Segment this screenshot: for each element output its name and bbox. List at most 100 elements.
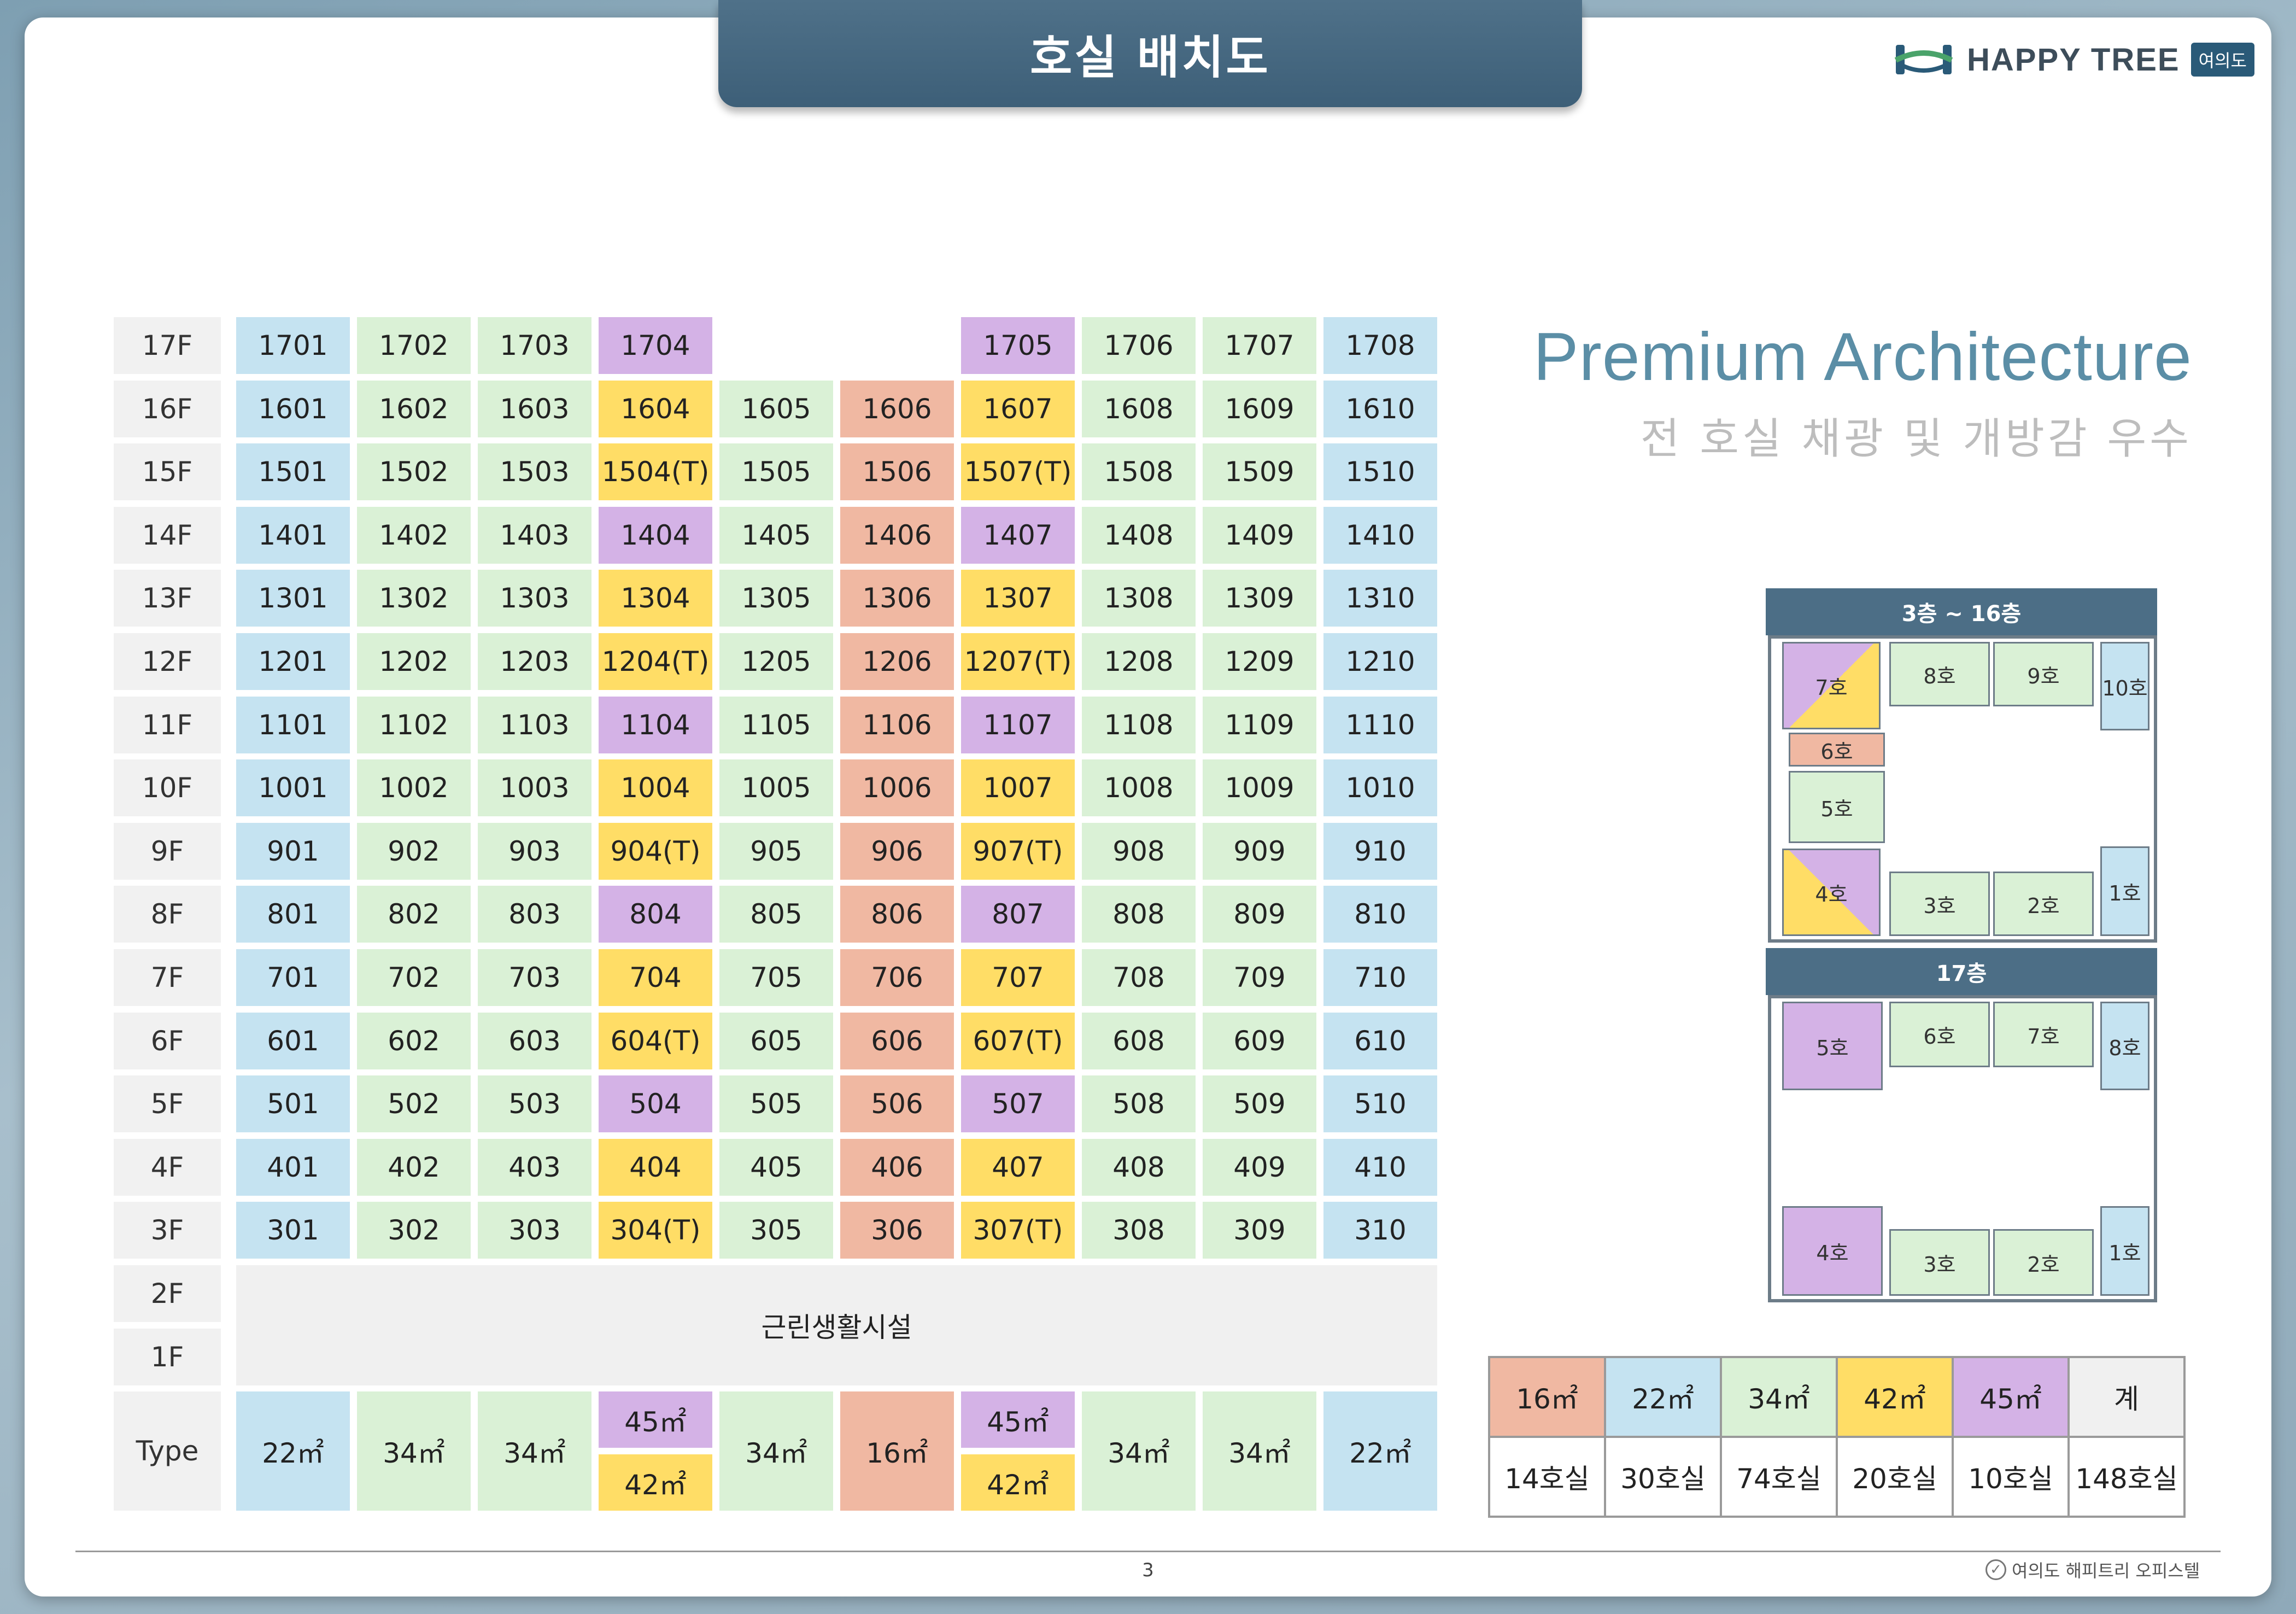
floor-label: 11F [114, 696, 221, 753]
room-cell: 607(T) [961, 1012, 1075, 1069]
room-cell: 1205 [719, 633, 833, 690]
room-cell: 1707 [1203, 317, 1316, 374]
room-cell: 1610 [1323, 380, 1437, 437]
type-cell: 22㎡ [236, 1391, 350, 1511]
happy-tree-logo-icon [1894, 45, 1953, 74]
room-cell: 1307 [961, 570, 1075, 627]
room-cell: 303 [478, 1202, 591, 1259]
type-cell: 34㎡ [1203, 1391, 1316, 1511]
room-cell: 410 [1323, 1138, 1437, 1196]
room-cell: 1208 [1082, 633, 1196, 690]
room-cell: 1705 [961, 317, 1075, 374]
room-cell: 1608 [1082, 380, 1196, 437]
room-cell: 1702 [357, 317, 471, 374]
summary-value: 10호실 [1952, 1436, 2070, 1518]
brand-name: HAPPY TREE [1967, 42, 2180, 78]
floor-plan-3-16-title: 3층 ~ 16층 [1766, 588, 2157, 635]
room-cell: 1303 [478, 570, 591, 627]
room-cell: 1106 [840, 696, 954, 753]
plan-a-room-1: 1호 [2100, 846, 2149, 936]
room-cell: 801 [236, 886, 350, 943]
room-cell: 1008 [1082, 759, 1196, 817]
room-cell: 1409 [1203, 506, 1316, 564]
room-cell: 806 [840, 886, 954, 943]
area-summary-table: 16㎡ 22㎡ 34㎡ 42㎡ 45㎡ 계 14호실 30호실 74호실 20호실 10호실 148… [1488, 1356, 2186, 1518]
premium-subheading: 전 호실 채광 및 개방감 우수 [1640, 414, 2192, 464]
room-cell: 1609 [1203, 380, 1316, 437]
type-cell: 42㎡ [599, 1454, 712, 1511]
room-cell: 1406 [840, 506, 954, 564]
room-cell: 1706 [1082, 317, 1196, 374]
room-cell: 404 [599, 1138, 712, 1196]
room-cell: 309 [1203, 1202, 1316, 1259]
page-number: 3 [1142, 1559, 1154, 1581]
plan-a-room-7: 7호 [1782, 642, 1881, 729]
room-cell: 1308 [1082, 570, 1196, 627]
room-cell: 608 [1082, 1012, 1196, 1069]
room-cell: 1607 [961, 380, 1075, 437]
room-cell: 701 [236, 949, 350, 1006]
room-cell: 505 [719, 1075, 833, 1133]
check-circle-icon: ✓ [1985, 1559, 2006, 1580]
room-cell: 908 [1082, 822, 1196, 880]
room-cell: 606 [840, 1012, 954, 1069]
room-cell: 408 [1082, 1138, 1196, 1196]
room-cell: 1304 [599, 570, 712, 627]
room-cell: 507 [961, 1075, 1075, 1133]
plan-b-room-7: 7호 [1993, 1002, 2094, 1067]
room-cell: 705 [719, 949, 833, 1006]
room-cell: 1507(T) [961, 443, 1075, 501]
room-cell: 907(T) [961, 822, 1075, 880]
room-cell: 604(T) [599, 1012, 712, 1069]
room-cell: 1309 [1203, 570, 1316, 627]
plan-b-room-6: 6호 [1889, 1002, 1990, 1067]
type-cell: 34㎡ [719, 1391, 833, 1511]
room-cell: 610 [1323, 1012, 1437, 1069]
room-cell: 804 [599, 886, 712, 943]
room-cell: 1410 [1323, 506, 1437, 564]
floor-plan-17-title: 17층 [1766, 948, 2157, 995]
room-cell: 1005 [719, 759, 833, 817]
room-cell: 510 [1323, 1075, 1437, 1133]
room-cell: 305 [719, 1202, 833, 1259]
room-cell: 609 [1203, 1012, 1316, 1069]
summary-header: 42㎡ [1836, 1356, 1954, 1438]
summary-header: 16㎡ [1488, 1356, 1606, 1438]
room-cell: 702 [357, 949, 471, 1006]
room-cell: 1401 [236, 506, 350, 564]
room-cell: 1104 [599, 696, 712, 753]
room-cell: 1502 [357, 443, 471, 501]
room-cell: 508 [1082, 1075, 1196, 1133]
room-cell: 1201 [236, 633, 350, 690]
room-cell: 810 [1323, 886, 1437, 943]
room-cell: 1602 [357, 380, 471, 437]
room-cell: 308 [1082, 1202, 1196, 1259]
room-cell: 703 [478, 949, 591, 1006]
plan-b-room-3: 3호 [1889, 1229, 1990, 1296]
plan-b-room-8: 8호 [2100, 1002, 2149, 1090]
room-cell: 504 [599, 1075, 712, 1133]
room-cell: 1701 [236, 317, 350, 374]
type-cell: 34㎡ [357, 1391, 471, 1511]
room-cell: 905 [719, 822, 833, 880]
summary-value: 20호실 [1836, 1436, 1954, 1518]
room-cell: 1503 [478, 443, 591, 501]
room-cell: 1605 [719, 380, 833, 437]
room-cell: 808 [1082, 886, 1196, 943]
room-cell: 1505 [719, 443, 833, 501]
room-cell: 1101 [236, 696, 350, 753]
summary-value: 74호실 [1720, 1436, 1838, 1518]
room-cell: 902 [357, 822, 471, 880]
type-cell: 34㎡ [478, 1391, 591, 1511]
room-cell: 704 [599, 949, 712, 1006]
floor-label: 16F [114, 380, 221, 437]
room-cell: 1102 [357, 696, 471, 753]
room-cell: 407 [961, 1138, 1075, 1196]
premium-heading: Premium Architecture [1533, 319, 2192, 395]
room-cell: 503 [478, 1075, 591, 1133]
type-cell: 42㎡ [961, 1454, 1075, 1511]
summary-value: 14호실 [1488, 1436, 1606, 1518]
room-cell: 1002 [357, 759, 471, 817]
room-cell: 1209 [1203, 633, 1316, 690]
room-cell: 1107 [961, 696, 1075, 753]
